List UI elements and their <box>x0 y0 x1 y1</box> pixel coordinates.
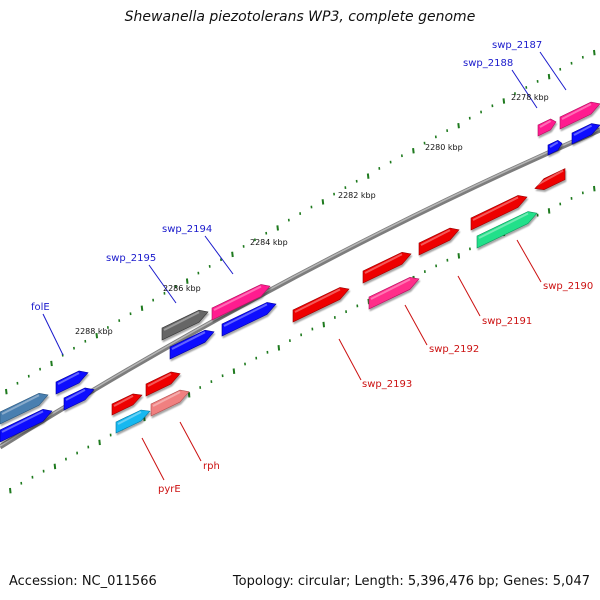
gene-label-swp-2192: swp_2192 <box>429 344 479 355</box>
outer-tick <box>95 332 99 339</box>
gene-swp-2193 <box>292 287 350 323</box>
inner-tick <box>593 185 596 192</box>
gene-red-2192a <box>362 251 412 284</box>
scale-label-2278: 2278 kbp <box>511 93 549 102</box>
gene-label-swp-2187: swp_2187 <box>492 40 542 51</box>
gene-label-swp-2190: swp_2190 <box>543 281 593 292</box>
gene-features <box>0 101 600 443</box>
inner-tick <box>277 345 281 351</box>
gene-swp-2192 <box>368 277 420 310</box>
accession-text: Accession: NC_011566 <box>9 574 157 589</box>
genome-backbone <box>0 127 600 450</box>
leader-swp-2193 <box>338 338 362 381</box>
scale-label-2286: 2286 kbp <box>163 284 201 293</box>
gene-label-folE: folE <box>31 302 50 313</box>
outer-tick <box>276 225 279 231</box>
outer-tick <box>593 49 596 56</box>
gene-swp-2194 <box>211 284 271 321</box>
gene-rph <box>150 389 190 417</box>
leader-swp-2188 <box>511 69 538 109</box>
inner-tick <box>98 439 101 446</box>
gene-swp-2195 <box>161 309 209 341</box>
outer-tick <box>457 122 460 129</box>
gene-label-swp-2194: swp_2194 <box>162 224 212 235</box>
outer-tick <box>502 98 506 104</box>
inner-tick <box>187 391 191 398</box>
outer-tick <box>185 278 189 284</box>
gene-label-pyrE: pyrE <box>158 484 181 495</box>
gene-blue-folE-b <box>63 387 95 411</box>
leader-swp-2190 <box>516 239 542 283</box>
gene-blue-2196 <box>169 329 215 360</box>
genome-stats-text: Topology: circular; Length: 5,396,476 bp… <box>232 574 590 589</box>
leader-rph <box>179 421 202 462</box>
gene-pyrE <box>111 393 143 416</box>
gene-steel <box>0 392 49 425</box>
scale-label-2282: 2282 kbp <box>338 191 376 200</box>
label-leader-lines <box>42 51 567 481</box>
gene-swp-2188 <box>537 118 557 137</box>
inner-tick <box>9 487 12 494</box>
gene-folE <box>55 370 89 395</box>
gene-cyan <box>115 409 151 434</box>
gene-label-rph: rph <box>203 461 220 472</box>
inner-tick <box>322 321 326 328</box>
gene-label-swp-2195: swp_2195 <box>106 253 156 264</box>
gene-swp-2187 <box>559 101 600 130</box>
outer-tick <box>412 148 415 154</box>
inner-tick <box>547 208 551 214</box>
gene-red-2189 <box>534 168 566 190</box>
scale-label-2288: 2288 kbp <box>75 327 113 336</box>
outer-tick <box>547 73 551 80</box>
inner-tick <box>457 253 461 259</box>
scale-label-2280: 2280 kbp <box>425 143 463 152</box>
leader-swp-2195 <box>148 264 177 304</box>
leader-pyrE <box>141 437 165 481</box>
map-title: Shewanella piezotolerans WP3, complete g… <box>124 9 476 25</box>
leader-folE <box>42 313 64 356</box>
outer-tick <box>231 251 234 258</box>
leader-swp-2192 <box>404 304 428 346</box>
scale-label-2284: 2284 kbp <box>250 238 288 247</box>
gene-label-swp-2188: swp_2188 <box>463 58 513 69</box>
gene-swp-2190 <box>470 195 528 231</box>
gene-red-rph-a <box>145 371 181 397</box>
gene-label-swp-2193: swp_2193 <box>362 379 412 390</box>
gene-blue-2186 <box>571 123 600 145</box>
outer-tick <box>321 199 325 205</box>
inner-tick <box>53 463 57 470</box>
gene-blue-left <box>0 409 53 443</box>
tick-marks-outer <box>5 49 596 395</box>
genome-backbone-highlight <box>0 128 600 447</box>
gene-teal-2190 <box>476 211 538 249</box>
leader-swp-2187 <box>539 51 567 91</box>
outer-tick <box>366 173 370 179</box>
gene-blue-2194b <box>221 302 277 337</box>
gene-label-swp-2191: swp_2191 <box>482 316 532 327</box>
inner-tick <box>232 368 236 374</box>
leader-swp-2194 <box>204 235 234 275</box>
gene-blue-2189 <box>547 139 563 156</box>
leader-swp-2191 <box>457 275 481 317</box>
outer-tick <box>50 360 53 367</box>
outer-tick <box>5 388 8 395</box>
gene-swp-2191 <box>418 227 460 256</box>
outer-tick <box>140 305 144 311</box>
